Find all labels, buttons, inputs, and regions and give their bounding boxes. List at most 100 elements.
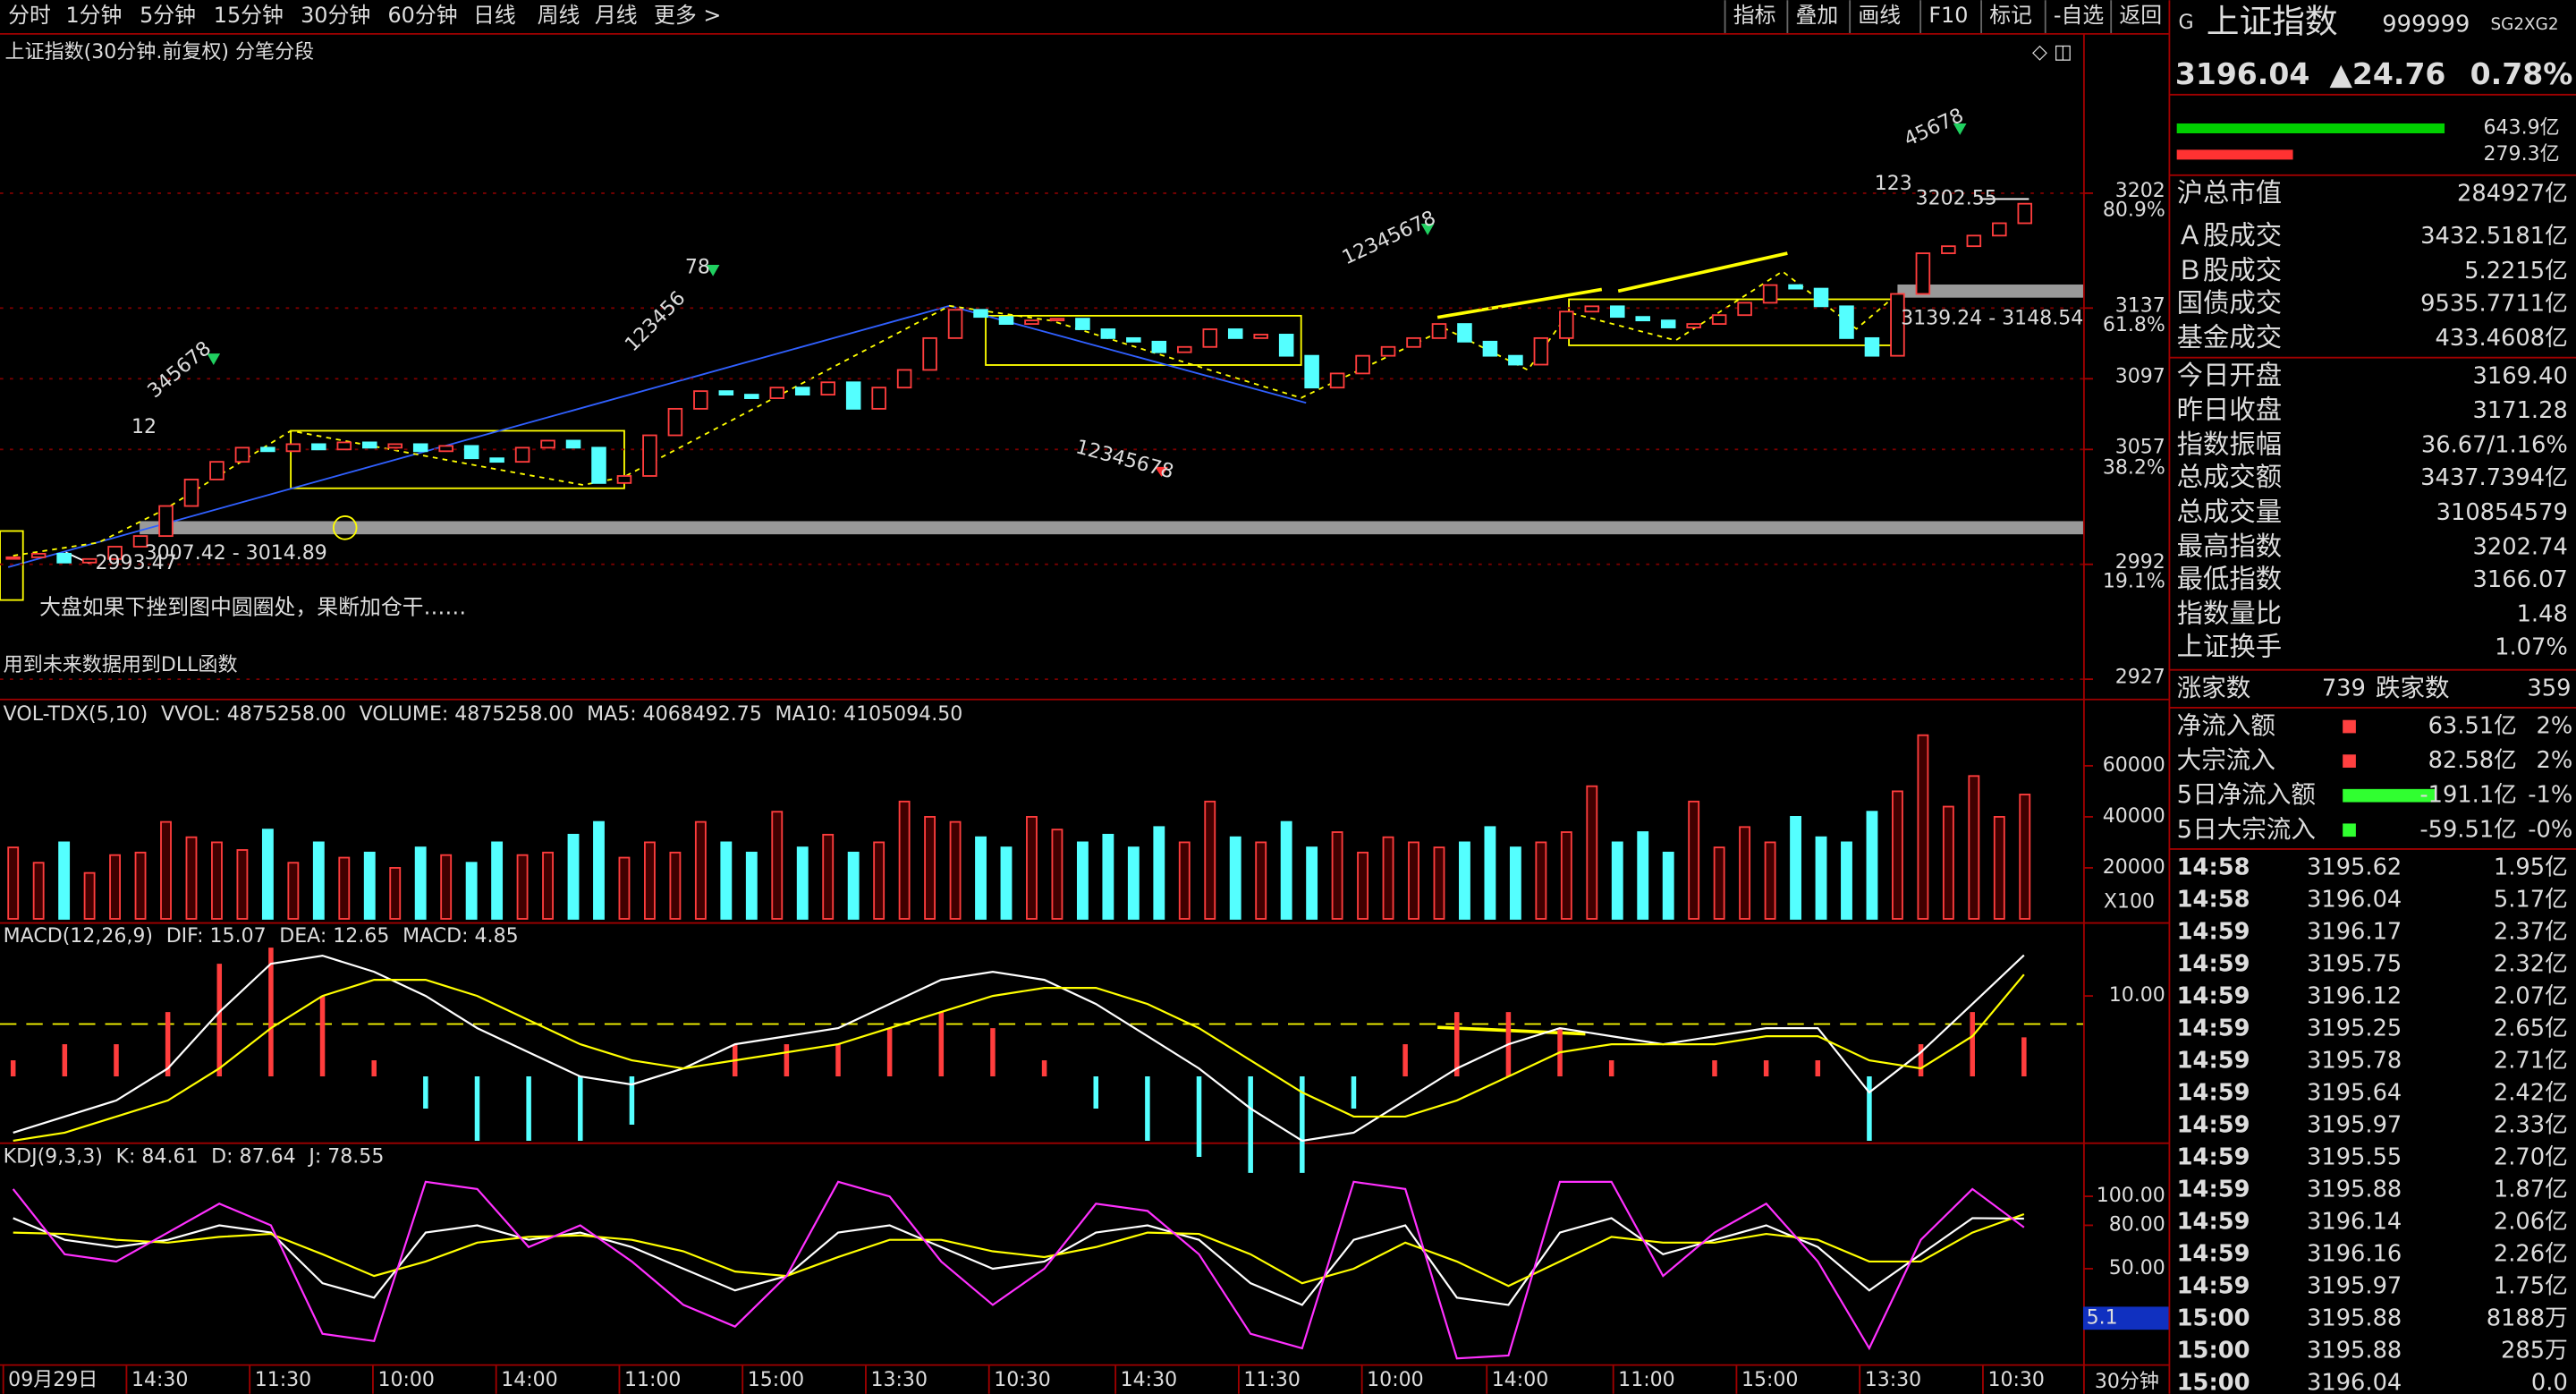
legend-entry: MACD: 4.85 [402, 925, 519, 948]
flow-bar [2176, 123, 2445, 133]
volume-bar [1306, 846, 1318, 920]
y-tick-label: 10.00 [2109, 984, 2165, 1007]
quote-label: 上证换手 [2177, 631, 2283, 661]
toolbar-button[interactable]: F10 [1928, 3, 1968, 28]
tick-volume: 1.95亿 [2494, 854, 2568, 881]
candle [1202, 328, 1218, 348]
tick-price: 3195.88 [2307, 1305, 2402, 1332]
candle [183, 478, 199, 507]
period-tab[interactable]: 日线 [473, 3, 516, 28]
signal-triangle [1953, 123, 1967, 135]
y-tick-label: 50.00 [2109, 1257, 2165, 1279]
volume-bar [160, 820, 172, 920]
volume-bar [847, 851, 860, 920]
toolbar-button[interactable]: 返回 [2119, 3, 2162, 28]
candle [1864, 336, 1880, 357]
tick-time: 14:59 [2177, 1016, 2250, 1042]
time-label: 10:30 [994, 1369, 1051, 1391]
toolbar-button[interactable]: 标记 [1989, 3, 2032, 28]
flow-icon [2343, 719, 2356, 734]
candle [1482, 340, 1498, 357]
warning: 用到未来数据用到DLL函数 [4, 654, 238, 676]
tick-price: 3196.04 [2307, 887, 2402, 914]
volume-bar [745, 851, 758, 920]
breadth-down: 359 [2527, 675, 2571, 701]
arrow [1436, 287, 1603, 319]
toolbar-button[interactable]: -自选 [2054, 3, 2104, 28]
legend-entry: VVOL: 4875258.00 [161, 703, 346, 726]
value-box [2082, 1306, 2169, 1330]
period-tab[interactable]: 月线 [595, 3, 638, 28]
tick-price: 3196.14 [2307, 1209, 2402, 1236]
resistance-band [1897, 284, 2083, 298]
volume-bar [465, 862, 478, 920]
quote-label: 国债成交 [2177, 288, 2283, 319]
toolbar-button[interactable]: 叠加 [1796, 3, 1839, 28]
volume-bar [796, 846, 809, 920]
candle [2017, 202, 2033, 225]
tick-price: 3195.25 [2307, 1016, 2402, 1042]
candle [1049, 318, 1065, 322]
quote-flag: G [2179, 12, 2194, 34]
tick-volume: 2.71亿 [2494, 1048, 2568, 1075]
volume-bar [287, 862, 300, 920]
volume-bar [542, 851, 554, 920]
volume-bar [1968, 775, 1980, 920]
candle [132, 535, 148, 548]
legend-entry: J: 78.55 [307, 1145, 384, 1168]
wave-line [13, 270, 1890, 557]
volume-bar [312, 841, 325, 920]
period-tab[interactable]: 1分钟 [65, 3, 122, 28]
volume-bar [873, 841, 886, 920]
period-tab[interactable]: 周线 [538, 3, 580, 28]
volume-bar [58, 841, 71, 920]
y-tick-label: 3202 [2115, 180, 2165, 202]
volume-bar [593, 820, 605, 920]
quote-value: 3166.07 [2473, 566, 2568, 593]
tick-price: 3195.64 [2307, 1080, 2402, 1107]
tick-volume: 2.32亿 [2494, 951, 2568, 978]
quote-label: Ａ股成交 [2177, 220, 2283, 251]
tick-time: 15:00 [2177, 1370, 2250, 1394]
period-tab[interactable]: 30分钟 [301, 3, 370, 28]
candle [1024, 319, 1039, 326]
toolbar-button[interactable]: 指标 [1733, 3, 1776, 28]
toolbar-button[interactable]: 画线 [1858, 3, 1901, 28]
volume-bar [1255, 841, 1267, 920]
candle [438, 445, 453, 453]
volume-bar [261, 829, 274, 920]
indicator-line [13, 1212, 2025, 1288]
volume-bar [1560, 831, 1572, 920]
annotation: 2993.47 [96, 552, 177, 574]
period-tab[interactable]: 5分钟 [140, 3, 196, 28]
volume-bar [1484, 826, 1496, 920]
volume-bar [1000, 846, 1013, 920]
flow-value: -191.1亿 [2419, 782, 2517, 809]
y-tick-label: 20000 [2103, 856, 2165, 879]
candle [1941, 245, 1956, 254]
volume-bar [516, 854, 529, 920]
tick-time: 14:59 [2177, 1209, 2250, 1236]
y-tick-label: 3057 [2115, 436, 2165, 458]
period-tab[interactable]: 分时 [8, 3, 51, 28]
quote-value: 1.07% [2495, 633, 2568, 660]
time-label: 10:00 [1367, 1369, 1423, 1391]
period-label: 30分钟 [2095, 1371, 2159, 1393]
flow-value: 63.51亿 [2428, 713, 2517, 740]
candle [30, 552, 47, 558]
tick-time: 14:59 [2177, 1144, 2250, 1171]
period-tab[interactable]: 更多 > [654, 3, 721, 28]
candle [1737, 302, 1752, 317]
tick-time: 14:59 [2177, 1048, 2250, 1075]
volume-bar [1993, 815, 2005, 920]
flow-value: 82.58亿 [2428, 747, 2517, 774]
tick-price: 3196.16 [2307, 1241, 2402, 1268]
period-tab[interactable]: 60分钟 [387, 3, 457, 28]
candle [540, 439, 555, 449]
flow-row-label: 净流入额 [2177, 711, 2275, 740]
candle [489, 457, 504, 463]
candle [718, 390, 734, 396]
volume-bar [1178, 841, 1191, 920]
period-tab[interactable]: 15分钟 [214, 3, 284, 28]
